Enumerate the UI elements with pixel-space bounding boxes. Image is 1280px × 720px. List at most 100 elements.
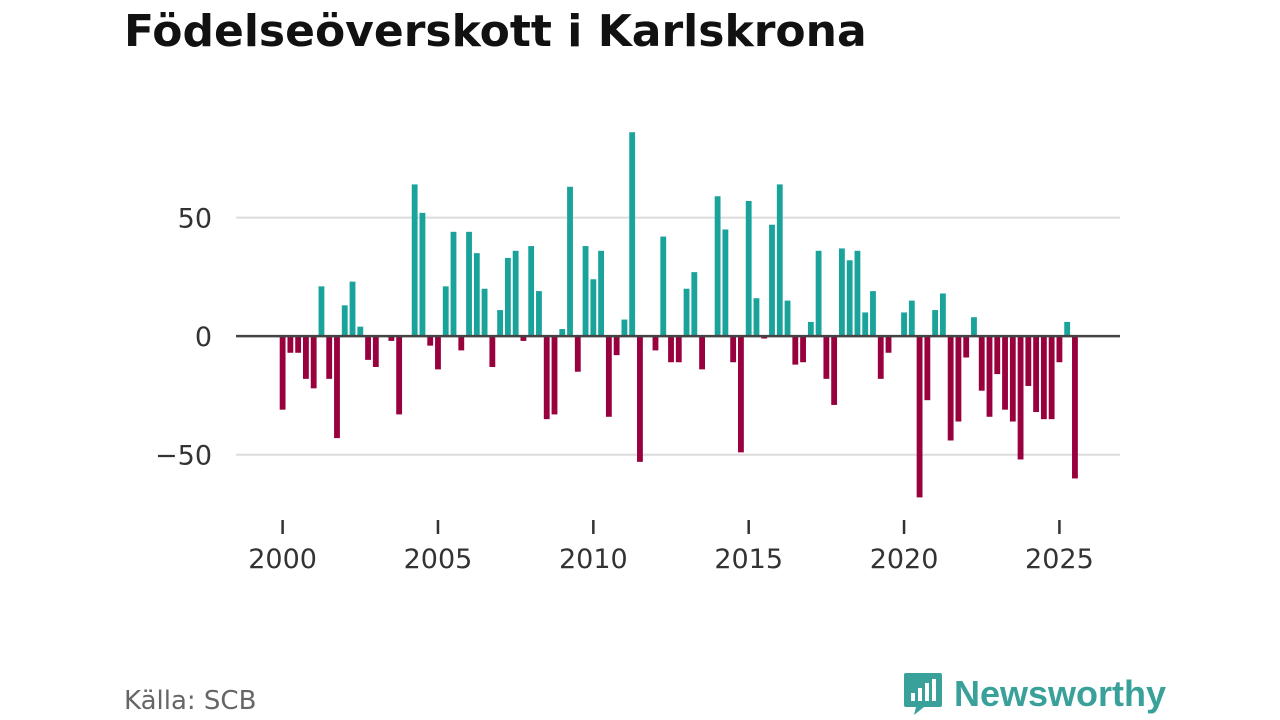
bar [497, 310, 504, 337]
bar [435, 336, 441, 370]
bar [652, 336, 659, 351]
bar [504, 257, 511, 337]
bar [551, 336, 558, 415]
bar [582, 246, 589, 337]
y-tick-label: 0 [195, 322, 212, 353]
bar [489, 336, 496, 367]
bar [963, 336, 970, 358]
bar [341, 305, 348, 337]
bar [458, 336, 465, 351]
bar [1056, 336, 1063, 363]
bar [675, 336, 682, 363]
x-tick-label: 2020 [870, 544, 939, 575]
bar [807, 321, 814, 337]
x-axis: 2000 2005 2010 2015 2020 2025 [248, 520, 1094, 575]
bar [1002, 336, 1008, 410]
x-tick-label: 2015 [714, 544, 783, 575]
bar [1040, 336, 1047, 420]
chart-title: Födelseöverskott i Karlskrona [124, 6, 867, 57]
bar [388, 336, 395, 341]
bar [512, 250, 519, 337]
bar [753, 298, 760, 337]
bar [738, 336, 744, 453]
bar [994, 336, 1001, 375]
newsworthy-logo: Newsworthy [902, 671, 1166, 717]
bar [396, 336, 403, 415]
bar [605, 336, 612, 417]
bar [877, 336, 884, 379]
bar [349, 281, 356, 337]
bar [691, 272, 698, 337]
bar [318, 286, 325, 337]
bar [637, 336, 643, 462]
x-tick-label: 2005 [404, 544, 473, 575]
bar [769, 224, 775, 337]
y-axis: 50 0 −50 [155, 204, 212, 472]
bar [986, 336, 993, 417]
bar [334, 336, 340, 439]
bar [722, 229, 729, 337]
bar [947, 336, 954, 441]
bar [1025, 336, 1032, 386]
bar [528, 246, 535, 337]
bar [613, 336, 620, 356]
bar [279, 336, 286, 410]
bar [955, 336, 962, 422]
bar [629, 132, 636, 337]
bar [815, 250, 822, 337]
bar [427, 336, 434, 346]
x-tick-label: 2000 [248, 544, 317, 575]
bar [730, 336, 737, 363]
bar [776, 184, 783, 337]
x-tick-label: 2010 [559, 544, 628, 575]
bar [792, 336, 799, 365]
y-tick-label: −50 [155, 441, 212, 472]
bar [924, 336, 931, 401]
bar [1017, 336, 1024, 460]
bar [908, 300, 915, 337]
bar [287, 336, 294, 353]
bar [567, 186, 573, 337]
bar [419, 212, 426, 337]
bar [978, 336, 985, 391]
source-note: Källa: SCB [124, 686, 257, 716]
bar [365, 336, 371, 360]
bar [598, 250, 605, 337]
bar [699, 336, 705, 370]
bar [846, 260, 853, 337]
bar [442, 286, 449, 337]
bar [520, 336, 527, 341]
gridlines [236, 216, 1120, 456]
bar [590, 279, 597, 337]
bar [1033, 336, 1040, 413]
bar [854, 250, 861, 337]
bar [1072, 336, 1078, 479]
bar [784, 300, 791, 337]
bar [295, 336, 302, 353]
bar [326, 336, 333, 379]
bar [683, 288, 690, 337]
bar [668, 336, 674, 363]
bar [1064, 321, 1071, 337]
bar [831, 336, 838, 405]
x-tick-label: 2025 [1025, 544, 1094, 575]
bar [1048, 336, 1055, 420]
bar [901, 312, 907, 337]
bar [838, 248, 845, 337]
bar [536, 291, 542, 337]
bar [971, 317, 977, 337]
newsworthy-logo-text: Newsworthy [954, 673, 1167, 714]
bar [411, 184, 418, 337]
bar [660, 236, 667, 337]
newsworthy-logo-icon [904, 673, 942, 715]
bar [574, 336, 581, 372]
bar [481, 288, 488, 337]
bar [621, 319, 628, 337]
bar [450, 231, 457, 337]
bar [916, 336, 923, 498]
bar [800, 336, 806, 363]
bar [862, 312, 869, 337]
bar [745, 200, 752, 337]
bar [466, 231, 472, 337]
